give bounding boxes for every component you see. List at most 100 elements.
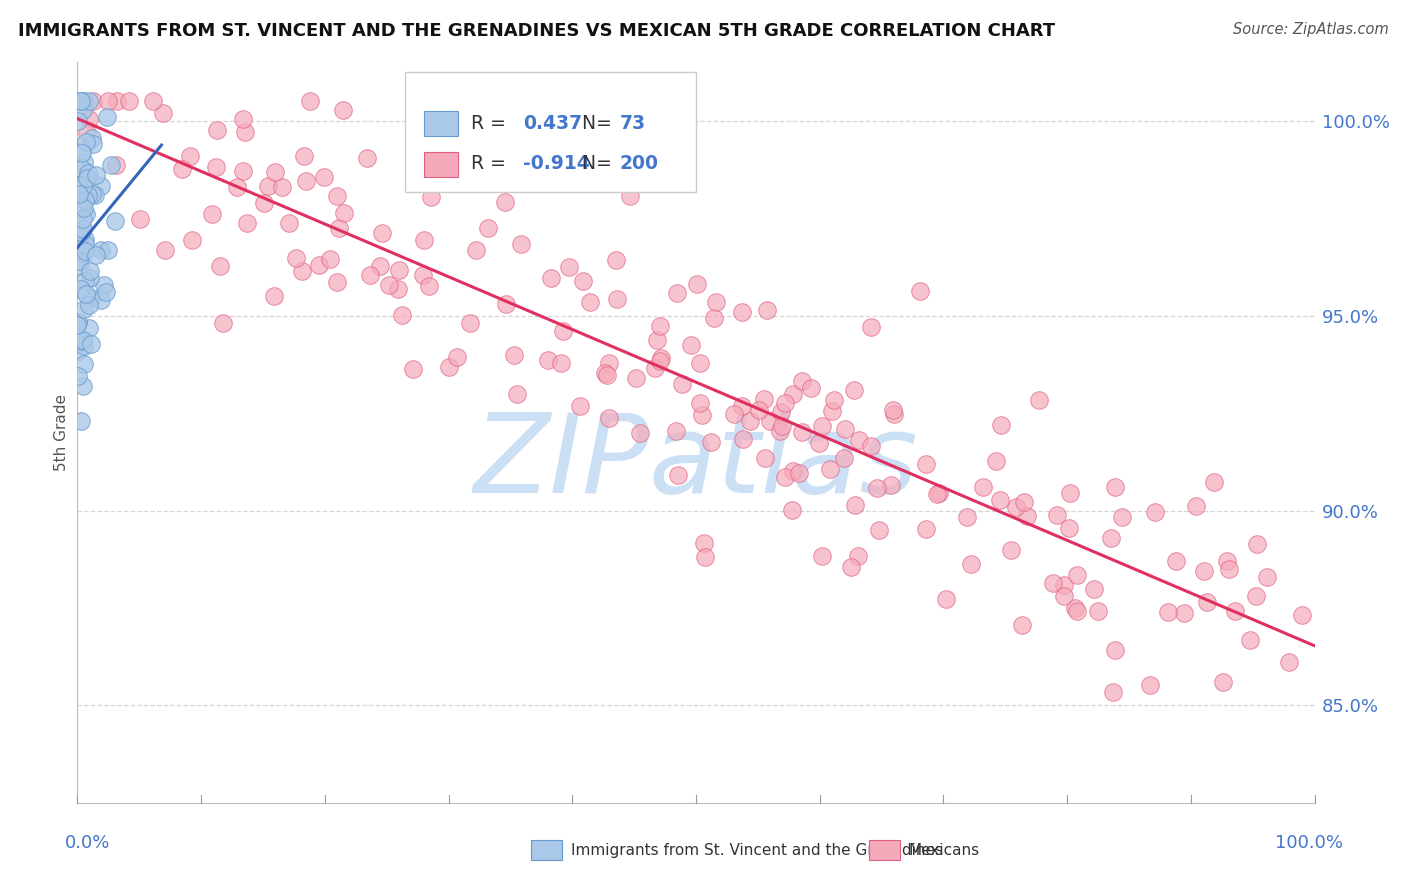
Point [882,403,904,417]
Point [818,462,841,476]
Point [598,356,620,370]
Point [619,189,641,203]
Point [82,131,104,145]
Point [80,337,103,351]
Point [212,316,235,330]
Point [790,374,813,388]
Point [839,559,862,574]
Point [758,414,780,428]
Point [128,211,150,226]
Point [84,248,107,262]
Point [844,384,866,398]
Text: R =: R = [471,113,512,133]
Point [914,522,936,536]
Point [70,281,93,295]
Point [650,351,672,365]
Text: 200: 200 [619,154,658,173]
Point [1000,542,1022,557]
Point [70,95,93,109]
Point [689,395,711,409]
Point [67,194,90,209]
Point [935,592,957,607]
Point [572,274,595,288]
Point [233,125,256,139]
Point [1192,564,1215,578]
Point [263,165,285,179]
Point [79,270,101,285]
Point [205,123,228,137]
Point [558,260,581,274]
Point [800,381,823,395]
Point [1083,582,1105,597]
Point [73,155,96,169]
Point [1157,605,1180,619]
Text: 0.437: 0.437 [523,113,582,133]
Point [96,111,118,125]
Point [626,371,648,385]
Point [550,356,572,370]
Point [94,285,117,299]
Point [754,451,776,466]
Point [270,180,292,194]
Point [1246,536,1268,550]
Text: -0.914: -0.914 [523,154,589,173]
Point [100,158,122,172]
Point [844,498,866,512]
Point [832,451,855,466]
Point [860,439,883,453]
Point [82,95,104,109]
Point [540,271,562,285]
Point [1053,578,1076,592]
Point [72,221,94,235]
Point [332,103,354,117]
Text: Source: ZipAtlas.com: Source: ZipAtlas.com [1233,22,1389,37]
Text: N=: N= [569,154,617,173]
Point [928,486,950,500]
Point [225,180,247,194]
Point [769,405,792,419]
Point [645,333,668,347]
Point [312,169,335,184]
Point [79,264,101,278]
Point [318,252,340,266]
Point [1278,656,1301,670]
Point [73,202,96,216]
Point [77,298,100,312]
Point [723,407,745,421]
Point [773,395,796,409]
Point [97,243,120,257]
Point [568,399,591,413]
Point [75,135,97,149]
Point [503,348,526,362]
Point [90,178,112,193]
Point [79,112,101,127]
Point [69,260,91,274]
Point [593,367,616,381]
Point [263,289,285,303]
Point [73,244,96,259]
Point [72,301,94,316]
Point [773,469,796,483]
Point [1173,607,1195,621]
Point [681,337,703,351]
Text: N=: N= [569,113,617,133]
Point [84,187,107,202]
Point [693,549,716,564]
Point [370,259,392,273]
Point [1166,554,1188,568]
Point [235,216,257,230]
Point [82,136,104,151]
Point [458,316,481,330]
Point [748,403,770,417]
Point [70,162,93,177]
Point [370,226,392,240]
Point [1104,643,1126,657]
Point [356,151,378,165]
Point [387,281,409,295]
Text: 73: 73 [619,113,645,133]
Point [73,232,96,246]
Text: 100.0%: 100.0% [1275,834,1343,852]
Point [925,487,948,501]
Point [1197,594,1219,608]
Point [868,524,890,538]
